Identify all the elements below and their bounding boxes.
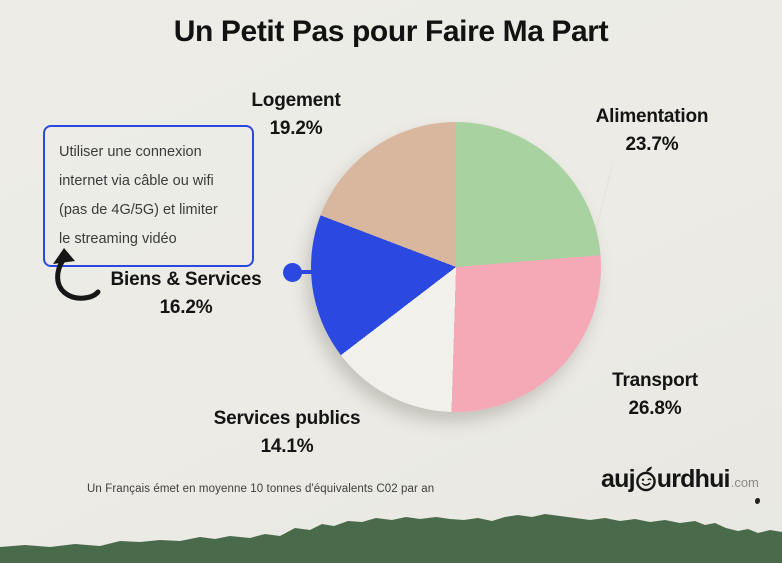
slice-name: Biens & Services <box>110 269 262 290</box>
footnote-text: Un Français émet en moyenne 10 tonnes d'… <box>87 483 435 495</box>
slice-percent: 23.7% <box>625 134 679 155</box>
slice-name: Alimentation <box>595 106 709 127</box>
aujourdhui-logo: auj urdhui .com <box>601 465 759 493</box>
tip-line: (pas de 4G/5G) et limiter <box>59 202 218 218</box>
slice-name: Transport <box>612 370 698 391</box>
slice-percent: 26.8% <box>628 398 682 419</box>
slice-percent: 19.2% <box>269 118 323 139</box>
curved-arrow-icon <box>53 248 101 301</box>
slice-percent: 16.2% <box>159 297 213 318</box>
torn-paper-edge <box>0 514 782 563</box>
slice-label-services-publics: Services publics 14.1% <box>214 405 361 461</box>
logo-tld: .com <box>730 475 759 490</box>
page-title: Un Petit Pas pour Faire Ma Part <box>173 15 609 48</box>
slice-label-logement: Logement 19.2% <box>251 87 340 143</box>
pie-connector-line <box>298 270 316 274</box>
apple-smiley-icon <box>635 466 656 492</box>
logo-suffix: urdhui <box>656 465 731 493</box>
slice-label-biens-services: Biens & Services 16.2% <box>111 266 262 322</box>
ink-speck <box>755 498 760 504</box>
tip-callout-box: Utiliser une connexion internet via câbl… <box>43 125 254 267</box>
slice-name: Logement <box>251 90 341 111</box>
tip-line: Utiliser une connexion <box>59 144 202 160</box>
pie-chart <box>311 122 601 412</box>
logo-prefix: auj <box>601 465 636 493</box>
slice-name: Services publics <box>213 408 361 429</box>
tip-line: le streaming vidéo <box>59 231 177 247</box>
pie-connector-dot <box>283 263 302 282</box>
slice-percent: 14.1% <box>260 436 314 457</box>
tip-line: internet via câble ou wifi <box>59 173 214 189</box>
slice-label-alimentation: Alimentation 23.7% <box>596 103 709 159</box>
slice-label-transport: Transport 26.8% <box>612 367 698 423</box>
